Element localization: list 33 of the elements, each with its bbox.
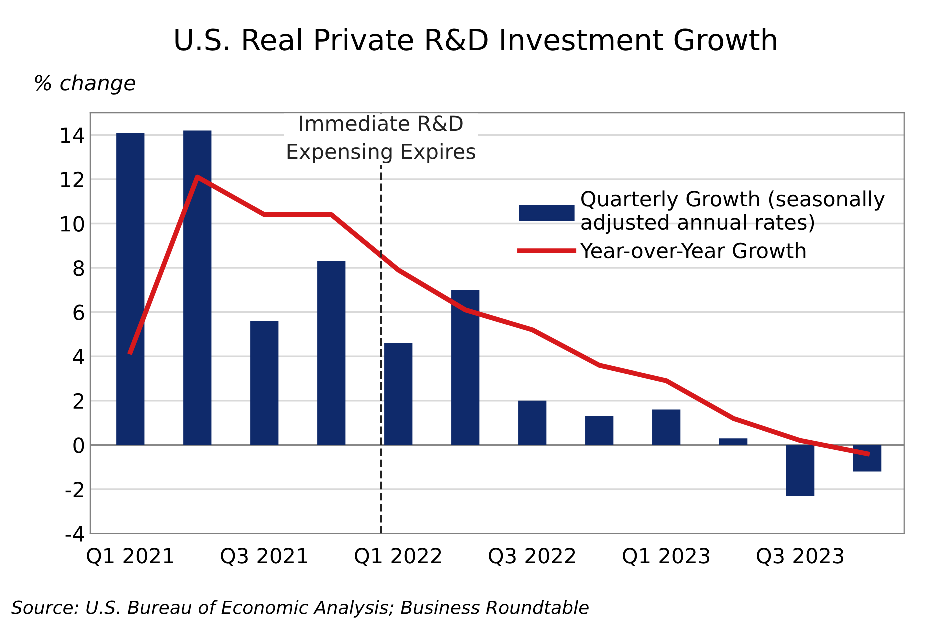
y-tick-label: 8 <box>74 260 84 276</box>
y-tick-label: 2 <box>74 393 84 409</box>
x-tick-label: Q1 2023 <box>623 548 710 566</box>
bar <box>652 410 681 446</box>
bar <box>318 261 346 446</box>
x-tick-label: Q3 2023 <box>757 548 844 566</box>
bar <box>116 132 145 446</box>
y-tick-label: 0 <box>74 438 84 454</box>
y-tick-label: -4 <box>66 526 84 542</box>
bar <box>586 416 614 446</box>
bar <box>250 321 279 446</box>
x-tick-label: Q1 2021 <box>87 548 174 566</box>
legend-label: Quarterly Growth (seasonally adjusted annual rates) <box>582 190 886 234</box>
bar <box>384 343 413 446</box>
y-tick-label: 6 <box>74 304 84 321</box>
chart-title: U.S. Real Private R&D Investment Growth <box>176 28 776 51</box>
x-tick-label: Q1 2022 <box>355 548 442 566</box>
bar <box>184 130 212 446</box>
bar <box>452 290 480 446</box>
source-note: Source: U.S. Bureau of Economic Analysis; Business Roundtable <box>12 600 589 618</box>
x-tick-label: Q3 2022 <box>489 548 576 566</box>
x-tick-label: Q3 2021 <box>221 548 308 566</box>
bar <box>720 438 748 446</box>
y-tick-label: 4 <box>73 349 84 365</box>
bar <box>786 445 815 496</box>
legend-label: Year-over-Year Growth <box>580 242 806 259</box>
y-tick-label: 10 <box>61 216 84 232</box>
y-tick-label: 14 <box>61 128 84 144</box>
y-tick-label: 12 <box>61 172 84 188</box>
ref-line-label: Immediate R&D Expensing Expires <box>288 115 476 164</box>
bar <box>518 400 547 446</box>
y-tick-label: -2 <box>66 482 84 498</box>
y-axis-title: % change <box>35 74 136 95</box>
